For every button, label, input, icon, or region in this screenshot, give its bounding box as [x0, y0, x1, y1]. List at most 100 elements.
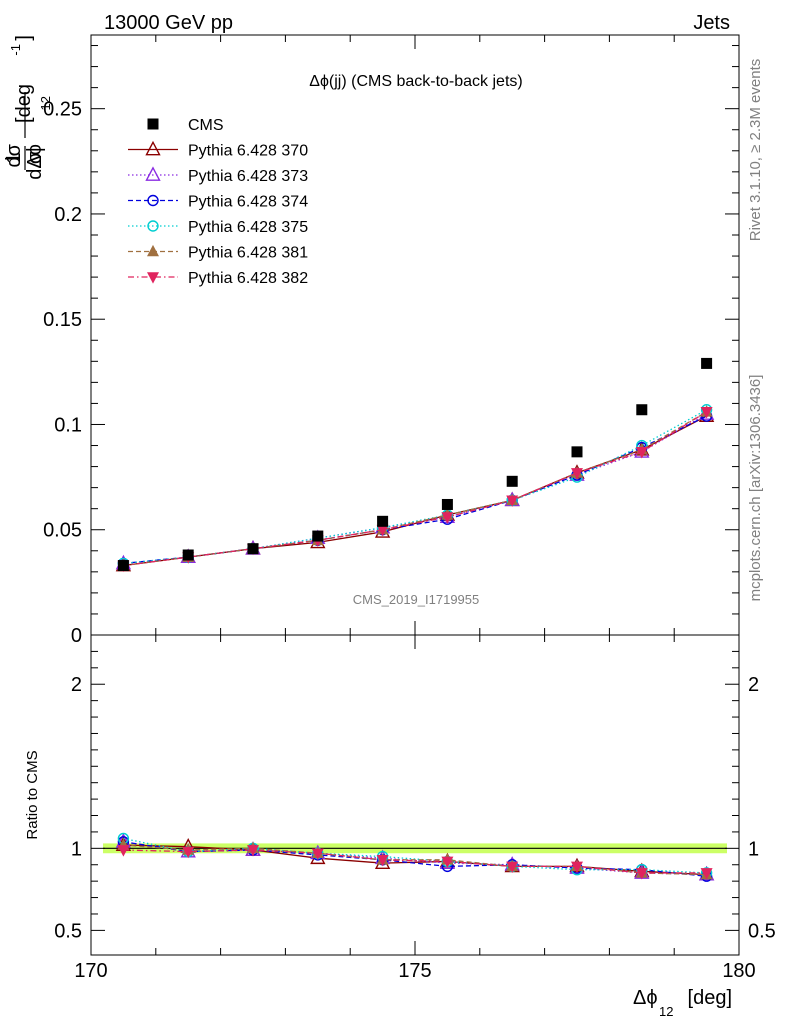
- legend-item: Pythia 6.428 381: [128, 245, 308, 262]
- y-tick-label: 0.1: [54, 414, 82, 436]
- legend-item: Pythia 6.428 374: [128, 194, 308, 211]
- legend-marker: [145, 166, 161, 181]
- ratio-line: [123, 841, 707, 876]
- data-point: [636, 404, 648, 416]
- mcplots-label: mcplots.cern.ch [arXiv:1306.3436]: [747, 375, 764, 602]
- legend-label: Pythia 6.428 370: [188, 143, 308, 160]
- legend-marker: [147, 194, 159, 207]
- ratio-y-axis-label: Ratio to CMS: [24, 750, 41, 839]
- ratio-point: [698, 865, 715, 881]
- ratio-y-tick-label: 1: [71, 838, 82, 860]
- series-line: [123, 411, 707, 567]
- legend-label: Pythia 6.428 381: [188, 245, 308, 262]
- legend-item: Pythia 6.428 373: [128, 166, 308, 185]
- ratio-series-pythia-6-428-382: [117, 845, 713, 880]
- series-pythia-6-428-374: [117, 410, 713, 570]
- data-point: [441, 512, 454, 524]
- main-y-axis-label: 1 σ dσ dΔϕ 12 [deg -1 ]: [3, 35, 53, 180]
- main-axis-ticks: 0.05 0.1 0.15 0.2 0.25 0: [43, 35, 740, 647]
- legend-label: CMS: [188, 117, 224, 134]
- data-point: [377, 515, 389, 527]
- data-point: [635, 447, 648, 459]
- ylabel-frac2-den: dΔϕ: [24, 144, 46, 180]
- rivet-label: Rivet 3.1.10, ≥ 2.3M events: [747, 59, 764, 242]
- ratio-y-tick-label: 0.5: [54, 920, 82, 942]
- data-point: [376, 524, 389, 537]
- watermark: CMS_2019_I1719955: [353, 592, 480, 607]
- legend-marker: [145, 140, 161, 156]
- ratio-point: [506, 861, 519, 873]
- ratio-line: [123, 844, 707, 876]
- data-point: [571, 468, 583, 480]
- ylabel-frac-num: 1: [3, 152, 25, 163]
- ratio-line: [123, 849, 707, 874]
- data-point: [700, 407, 713, 419]
- ratio-point: [247, 845, 259, 857]
- series-pythia-6-428-375: [117, 404, 713, 570]
- ylabel-frac-den: σ: [24, 151, 46, 164]
- xlabel-unit: [deg]: [682, 987, 732, 1009]
- data-point: [506, 475, 518, 487]
- xlabel-main: Δϕ: [633, 987, 658, 1009]
- ratio-band: [103, 843, 727, 854]
- ratio-y-tick-label-right: 0.5: [748, 920, 776, 942]
- series-line: [123, 411, 707, 567]
- ratio-point: [376, 855, 389, 867]
- ylabel-unit: [deg: [13, 84, 35, 123]
- y-tick-label-zero: 0: [71, 625, 82, 647]
- legend-item: CMS: [147, 117, 224, 134]
- x-tick-label: 180: [722, 960, 755, 982]
- main-panel: 0.05 0.1 0.15 0.2 0.25 0 Δϕ(jj) (CMS back-to-…: [43, 34, 740, 647]
- data-point: [182, 549, 194, 561]
- y-tick-label: 0.15: [43, 309, 82, 331]
- series-line: [123, 413, 707, 565]
- x-tick-label: 175: [398, 960, 431, 982]
- legend-label: Pythia 6.428 373: [188, 168, 308, 185]
- ratio-axis-ticks: 0.5 0.5 1 1 2 2 170 175 180: [54, 635, 776, 982]
- ylabel-unit-close: ]: [13, 35, 35, 41]
- legend: CMS Pythia 6.428 370 Pythia 6.428 373 Pythi…: [128, 117, 308, 287]
- series-pythia-6-428-381: [117, 405, 713, 571]
- series-line: [123, 415, 707, 567]
- main-series-group: [115, 357, 715, 573]
- ratio-point: [441, 856, 454, 869]
- ratio-y-tick-label-right: 1: [748, 838, 759, 860]
- series-pythia-6-428-382: [117, 407, 713, 573]
- ratio-point: [700, 868, 713, 880]
- ylabel-sub: 12: [38, 96, 53, 110]
- ratio-panel: 0.5 0.5 1 1 2 2 170 175 180: [54, 634, 776, 982]
- ylabel-exp: -1: [8, 44, 23, 56]
- legend-label: Pythia 6.428 382: [188, 270, 308, 287]
- data-point: [312, 530, 324, 542]
- ratio-point: [635, 868, 648, 880]
- series-pythia-6-428-373: [115, 405, 715, 570]
- header-left: 13000 GeV pp: [104, 12, 233, 34]
- legend-marker: [147, 118, 159, 130]
- ratio-point: [571, 861, 583, 873]
- legend-marker: [147, 272, 159, 284]
- ratio-y-tick-label-right: 2: [748, 674, 759, 696]
- data-point: [701, 357, 713, 369]
- legend-item: Pythia 6.428 375: [128, 219, 308, 236]
- ratio-frame: [90, 634, 740, 956]
- ratio-series-pythia-6-428-373: [115, 833, 715, 881]
- data-point: [247, 543, 259, 555]
- ratio-series-group: [115, 832, 715, 882]
- y-tick-label: 0.05: [43, 520, 82, 542]
- x-tick-label: 170: [74, 960, 107, 982]
- header-right: Jets: [693, 12, 730, 34]
- series-line: [123, 415, 707, 565]
- data-point: [117, 560, 129, 572]
- ylabel-frac2-num: dσ: [3, 143, 25, 167]
- chart-title: Δϕ(jj) (CMS back-to-back jets): [309, 73, 522, 90]
- legend-marker: [147, 220, 159, 232]
- legend-label: Pythia 6.428 374: [188, 194, 308, 211]
- data-point: [441, 498, 453, 510]
- series-line: [123, 409, 707, 565]
- series-pythia-6-428-370: [115, 407, 715, 572]
- legend-item: Pythia 6.428 370: [128, 140, 308, 160]
- x-axis-label: Δϕ 12 [deg]: [633, 987, 732, 1019]
- series-cms: [117, 357, 713, 572]
- legend-item: Pythia 6.428 382: [128, 270, 308, 287]
